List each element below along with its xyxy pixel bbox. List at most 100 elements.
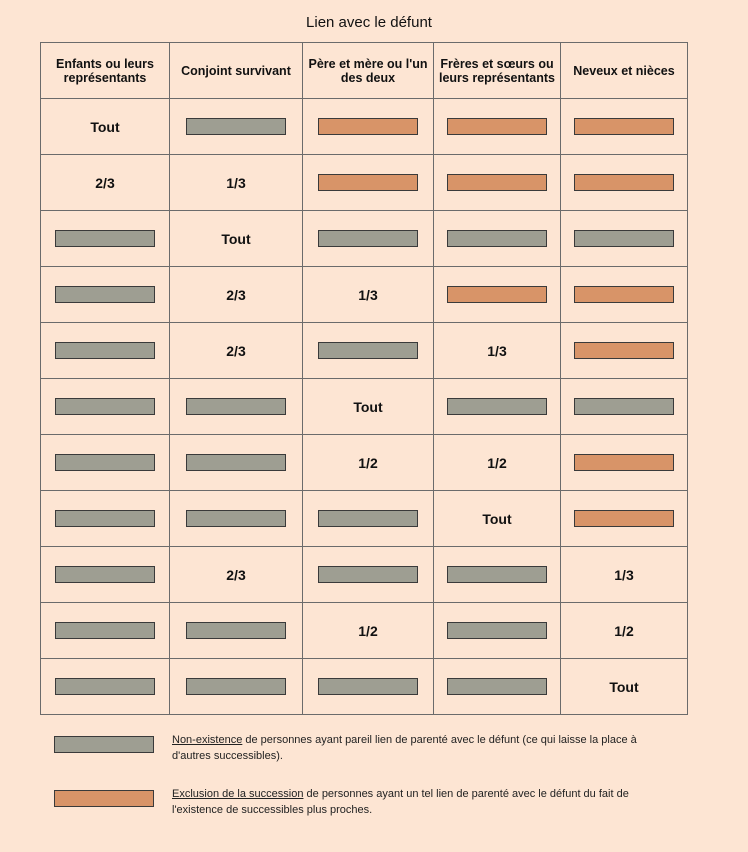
cell-nephews xyxy=(560,98,688,155)
table-row: 2/3 1/3 xyxy=(40,266,688,323)
table-row: 1/2 1/2 xyxy=(40,434,688,491)
cell-spouse xyxy=(169,378,303,435)
share-value: 1/3 xyxy=(358,286,378,303)
cell-parents xyxy=(302,98,434,155)
header-row: Enfants ou leurs représentants Conjoint … xyxy=(40,42,688,99)
share-value: 1/2 xyxy=(614,622,634,639)
cell-spouse: 2/3 xyxy=(169,266,303,323)
gray-bar xyxy=(186,622,286,640)
share-value: Tout xyxy=(482,510,512,527)
cell-nephews xyxy=(560,378,688,435)
cell-children xyxy=(40,210,170,267)
cell-spouse xyxy=(169,98,303,155)
cell-siblings xyxy=(433,378,561,435)
orange-bar xyxy=(574,454,674,472)
share-value: Tout xyxy=(90,118,120,135)
cell-spouse xyxy=(169,602,303,659)
cell-nephews xyxy=(560,490,688,547)
share-value: 1/2 xyxy=(487,454,507,471)
table-row: Tout xyxy=(40,378,688,435)
gray-bar-swatch xyxy=(54,736,154,753)
cell-siblings xyxy=(433,266,561,323)
orange-bar-swatch xyxy=(54,790,154,807)
gray-bar xyxy=(186,454,286,472)
legend-text-non-existence: Non-existence de personnes ayant pareil … xyxy=(172,732,672,764)
gray-bar xyxy=(318,678,418,696)
share-value: 1/2 xyxy=(358,454,378,471)
orange-bar xyxy=(318,174,418,192)
table-row: 1/2 1/2 xyxy=(40,602,688,659)
orange-bar xyxy=(574,118,674,136)
cell-parents xyxy=(302,490,434,547)
cell-siblings xyxy=(433,658,561,715)
cell-siblings xyxy=(433,546,561,603)
cell-siblings: Tout xyxy=(433,490,561,547)
table-row: 2/3 1/3 xyxy=(40,322,688,379)
orange-bar xyxy=(574,174,674,192)
share-value: 2/3 xyxy=(226,342,246,359)
share-value: 2/3 xyxy=(95,174,115,191)
cell-children xyxy=(40,434,170,491)
header-children: Enfants ou leurs représentants xyxy=(40,42,170,99)
share-value: 1/3 xyxy=(614,566,634,583)
header-parents: Père et mère ou l'un des deux xyxy=(302,42,434,99)
cell-children: 2/3 xyxy=(40,154,170,211)
share-value: Tout xyxy=(609,678,639,695)
gray-bar xyxy=(318,342,418,360)
cell-parents xyxy=(302,210,434,267)
share-value: 2/3 xyxy=(226,566,246,583)
gray-bar xyxy=(55,678,155,696)
cell-spouse xyxy=(169,434,303,491)
header-siblings: Frères et sœurs ou leurs représentants xyxy=(433,42,561,99)
gray-bar xyxy=(447,566,547,584)
cell-parents xyxy=(302,658,434,715)
orange-bar xyxy=(447,286,547,304)
legend-term-non-existence: Non-existence xyxy=(172,734,243,746)
gray-bar xyxy=(318,510,418,528)
cell-children xyxy=(40,602,170,659)
cell-nephews xyxy=(560,434,688,491)
table-row: Tout xyxy=(40,210,688,267)
cell-nephews: 1/2 xyxy=(560,602,688,659)
cell-nephews: Tout xyxy=(560,658,688,715)
header-spouse: Conjoint survivant xyxy=(169,42,303,99)
cell-siblings: 1/3 xyxy=(433,322,561,379)
gray-bar xyxy=(447,622,547,640)
gray-bar xyxy=(574,230,674,248)
cell-siblings xyxy=(433,602,561,659)
table-row: 2/3 1/3 xyxy=(40,154,688,211)
legend-desc-exclusion: de personnes ayant un tel lien de parent… xyxy=(172,788,629,816)
succession-table: Enfants ou leurs représentants Conjoint … xyxy=(40,42,688,715)
orange-bar xyxy=(574,342,674,360)
gray-bar xyxy=(574,398,674,416)
gray-bar xyxy=(55,286,155,304)
cell-spouse xyxy=(169,658,303,715)
legend-desc-non-existence: de personnes ayant pareil lien de parent… xyxy=(172,734,637,762)
table-row: Tout xyxy=(40,490,688,547)
chart-title: Lien avec le défunt xyxy=(306,14,432,31)
orange-bar xyxy=(574,286,674,304)
gray-bar xyxy=(55,342,155,360)
gray-bar xyxy=(55,566,155,584)
cell-spouse xyxy=(169,490,303,547)
gray-bar xyxy=(447,398,547,416)
gray-bar xyxy=(55,510,155,528)
cell-siblings xyxy=(433,98,561,155)
cell-nephews xyxy=(560,322,688,379)
cell-parents: Tout xyxy=(302,378,434,435)
share-value: 1/2 xyxy=(358,622,378,639)
cell-siblings xyxy=(433,210,561,267)
cell-parents: 1/2 xyxy=(302,602,434,659)
share-value: Tout xyxy=(221,230,251,247)
cell-spouse: 2/3 xyxy=(169,322,303,379)
share-value: 2/3 xyxy=(226,286,246,303)
gray-bar xyxy=(447,230,547,248)
cell-parents xyxy=(302,154,434,211)
cell-nephews xyxy=(560,210,688,267)
share-value: 1/3 xyxy=(487,342,507,359)
cell-parents: 1/2 xyxy=(302,434,434,491)
cell-parents xyxy=(302,322,434,379)
table-row: Tout xyxy=(40,98,688,155)
orange-bar xyxy=(447,174,547,192)
cell-nephews: 1/3 xyxy=(560,546,688,603)
